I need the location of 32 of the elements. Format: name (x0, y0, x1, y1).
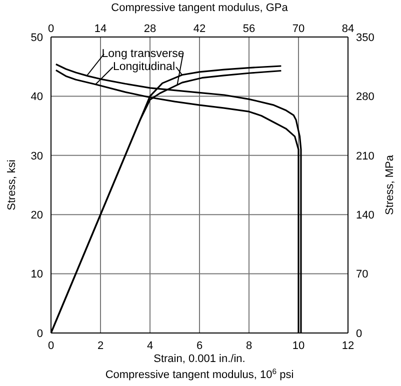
y2-tick-label: 280 (356, 91, 374, 104)
legend-label: Longitudinal (112, 61, 176, 73)
y2-tick-label: 350 (356, 32, 374, 44)
x-tick-label: 12 (342, 340, 354, 352)
x2-tick-label: 42 (193, 23, 206, 35)
x-tick-label: 8 (246, 340, 252, 352)
y2-tick-label: 210 (356, 150, 374, 162)
x-tick-label: 0 (48, 340, 54, 352)
y-tick-label: 30 (30, 150, 43, 162)
x-axis-title: Strain, 0.001 in./in. Compressive tangent modulus, 10$^{6}$ psi (105, 353, 294, 381)
y2-tick-label: 0 (356, 328, 362, 340)
y2-tick-label: 140 (356, 210, 374, 222)
y-tick-label: 10 (30, 268, 43, 281)
x-tick-label: 2 (97, 340, 104, 352)
x-tick-label: 10 (292, 340, 305, 352)
x2-tick-label: 56 (242, 23, 256, 35)
y-axis-title: Stress, ksi (6, 160, 18, 210)
x-tick-label: 6 (196, 340, 203, 352)
y-tick-label: 0 (36, 328, 43, 340)
y2-tick-label: 70 (356, 268, 368, 281)
x2-tick-label: 84 (342, 23, 354, 35)
y2-axis-title: Stress, MPa (384, 154, 396, 215)
y-tick-label: 20 (30, 210, 43, 222)
x2-tick-label: 70 (292, 23, 305, 35)
x2-axis-title: Compressive tangent modulus, GPa (111, 2, 289, 14)
y-tick-label: 50 (30, 32, 43, 44)
x-tick-label: 4 (146, 340, 154, 352)
series-label: Long transverse (102, 48, 184, 60)
x2-tick-label: 14 (94, 23, 107, 35)
x2-tick-label: 28 (144, 23, 156, 35)
y-tick-label: 40 (30, 91, 43, 104)
x2-tick-label: 0 (48, 23, 54, 35)
